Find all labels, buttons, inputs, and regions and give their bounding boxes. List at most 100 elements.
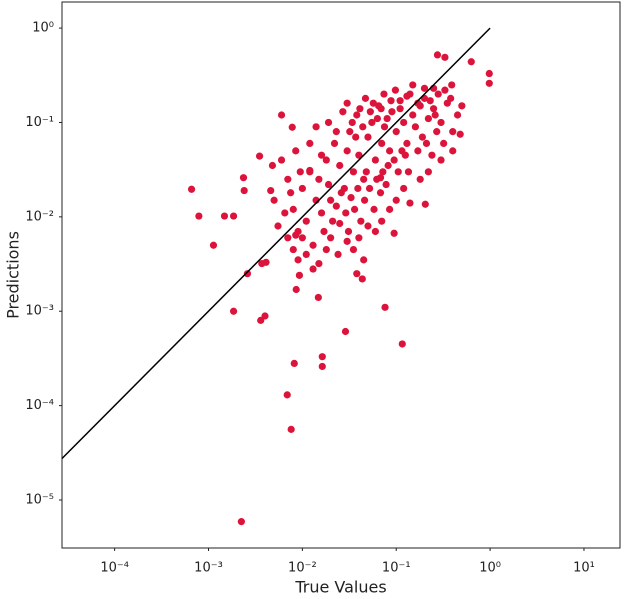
point: [380, 123, 389, 131]
point: [360, 196, 369, 204]
point: [339, 108, 347, 116]
point: [352, 133, 360, 141]
point: [332, 128, 340, 136]
point: [437, 156, 445, 164]
point: [409, 81, 417, 89]
point: [431, 111, 439, 119]
point: [277, 156, 286, 164]
point: [268, 161, 277, 170]
y-axis-title: Predictions: [4, 231, 23, 319]
point: [456, 130, 464, 138]
point: [255, 152, 264, 160]
point: [373, 114, 381, 123]
point: [400, 184, 408, 193]
point: [353, 270, 361, 278]
point: [449, 147, 457, 155]
point: [346, 128, 354, 136]
point: [440, 139, 448, 148]
point: [378, 217, 386, 225]
point: [315, 259, 323, 268]
point: [371, 156, 380, 164]
point: [383, 114, 391, 123]
point: [360, 175, 368, 183]
point: [403, 139, 411, 148]
point: [414, 147, 422, 155]
point: [267, 186, 275, 195]
point: [302, 250, 310, 259]
x-tick-label: 10⁰: [479, 561, 501, 576]
point: [355, 234, 363, 242]
point: [354, 184, 362, 193]
point: [342, 209, 350, 217]
point: [289, 245, 297, 254]
point: [357, 217, 365, 225]
point: [401, 151, 409, 159]
point: [327, 234, 335, 242]
point: [369, 99, 377, 107]
point: [341, 327, 350, 336]
point: [390, 229, 398, 237]
point: [353, 111, 361, 119]
point: [337, 189, 345, 197]
point: [422, 139, 431, 148]
point: [350, 205, 359, 213]
x-tick-label: 10⁻¹: [382, 561, 411, 576]
point: [344, 227, 353, 236]
point: [400, 118, 408, 127]
point: [365, 184, 374, 193]
point: [302, 217, 310, 225]
point: [376, 189, 385, 197]
point: [433, 128, 441, 136]
reference-line: [61, 27, 491, 460]
point: [292, 147, 300, 155]
point: [315, 175, 323, 183]
point: [270, 196, 278, 204]
x-axis-title: True Values: [294, 578, 386, 597]
point: [360, 256, 368, 264]
point: [377, 105, 385, 113]
point: [274, 222, 282, 230]
point: [220, 212, 229, 220]
point: [426, 97, 434, 105]
point: [364, 222, 372, 230]
point: [361, 94, 370, 102]
point: [448, 81, 456, 89]
point: [458, 102, 466, 110]
point: [320, 227, 328, 236]
point: [324, 180, 333, 189]
point: [195, 212, 203, 220]
point: [318, 353, 326, 361]
point: [292, 285, 300, 294]
point: [485, 79, 493, 87]
x-tick-label: 10¹: [573, 561, 595, 576]
point: [411, 123, 419, 131]
point: [327, 196, 335, 204]
point: [237, 518, 245, 526]
point: [240, 186, 248, 195]
point: [243, 270, 252, 278]
point: [284, 175, 292, 183]
point: [381, 303, 389, 311]
point: [447, 94, 455, 102]
point: [309, 241, 317, 249]
point: [290, 359, 298, 368]
point: [229, 212, 238, 220]
point: [347, 193, 355, 202]
point: [420, 84, 429, 92]
point: [396, 97, 404, 105]
x-tick-label: 10⁻³: [194, 561, 223, 576]
point: [348, 118, 356, 127]
point: [343, 147, 351, 155]
point: [391, 86, 400, 94]
point: [296, 168, 304, 176]
point: [317, 151, 326, 159]
y-tick-label: 10⁰: [32, 21, 54, 36]
point: [317, 209, 326, 217]
point: [485, 69, 493, 78]
point: [287, 189, 295, 197]
point: [449, 128, 457, 136]
point: [424, 114, 432, 123]
point: [329, 217, 337, 225]
point: [366, 108, 374, 116]
